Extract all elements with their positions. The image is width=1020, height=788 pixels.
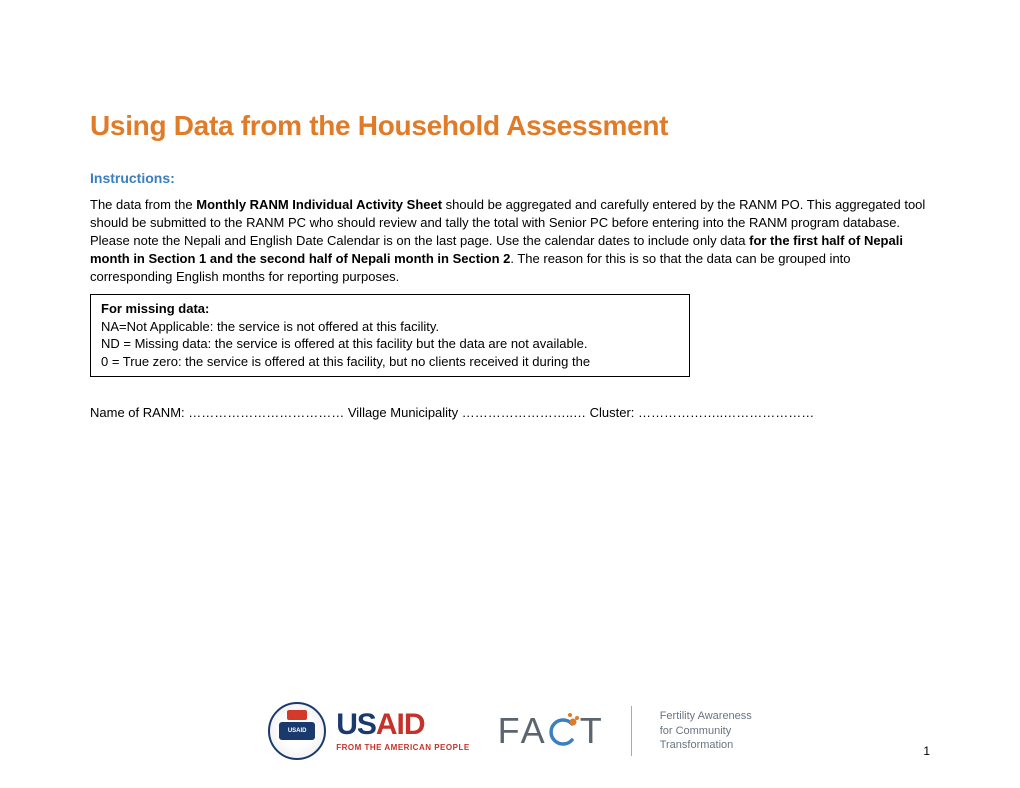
missing-data-zero: 0 = True zero: the service is offered at… bbox=[101, 353, 679, 371]
para-bold-1: Monthly RANM Individual Activity Sheet bbox=[196, 197, 442, 212]
missing-data-nd: ND = Missing data: the service is offere… bbox=[101, 335, 679, 353]
missing-data-na: NA=Not Applicable: the service is not of… bbox=[101, 318, 679, 336]
page-number: 1 bbox=[923, 744, 930, 758]
usaid-subtitle: FROM THE AMERICAN PEOPLE bbox=[336, 743, 469, 752]
fact-logo: FA T bbox=[498, 710, 603, 752]
usaid-aid: AID bbox=[376, 708, 425, 741]
fact-tagline: Fertility Awareness for Community Transf… bbox=[660, 709, 752, 754]
usaid-us: US bbox=[336, 708, 376, 741]
tagline-line-2: for Community bbox=[660, 724, 752, 739]
form-fields-line: Name of RANM: ……………………………… Village Munic… bbox=[90, 405, 930, 420]
logo-divider bbox=[631, 706, 632, 756]
usaid-seal-label: USAID bbox=[279, 722, 315, 740]
tagline-line-3: Transformation bbox=[660, 738, 752, 753]
page-title: Using Data from the Household Assessment bbox=[90, 110, 930, 142]
usaid-logo: USAID USAID FROM THE AMERICAN PEOPLE bbox=[268, 702, 469, 760]
tagline-line-1: Fertility Awareness bbox=[660, 709, 752, 724]
missing-data-box: For missing data: NA=Not Applicable: the… bbox=[90, 294, 690, 378]
page-container: Using Data from the Household Assessment… bbox=[0, 0, 1020, 788]
fact-letter-f: F bbox=[498, 710, 521, 752]
fact-letter-c-icon bbox=[546, 710, 580, 752]
para-prefix: The data from the bbox=[90, 197, 196, 212]
instructions-paragraph: The data from the Monthly RANM Individua… bbox=[90, 196, 930, 286]
missing-data-heading: For missing data: bbox=[101, 301, 679, 316]
fact-letter-t: T bbox=[580, 710, 603, 752]
fact-wordmark: FA T bbox=[498, 710, 603, 752]
fact-letter-a: A bbox=[521, 710, 546, 752]
instructions-heading: Instructions: bbox=[90, 170, 930, 186]
usaid-wordmark: USAID FROM THE AMERICAN PEOPLE bbox=[336, 710, 469, 752]
footer-logos: USAID USAID FROM THE AMERICAN PEOPLE FA bbox=[0, 702, 1020, 760]
usaid-seal-icon: USAID bbox=[268, 702, 326, 760]
usaid-main-text: USAID bbox=[336, 710, 469, 740]
